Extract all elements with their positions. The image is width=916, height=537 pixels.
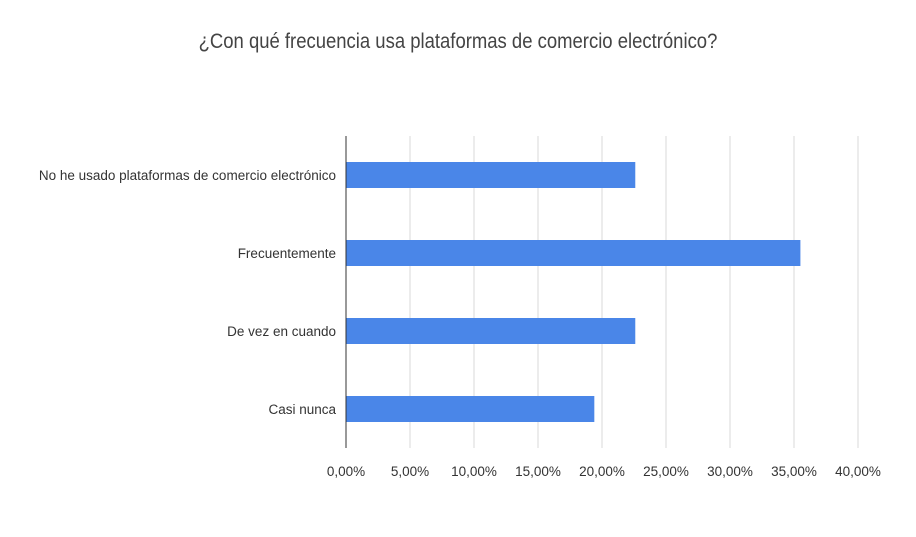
bar xyxy=(346,318,636,344)
chart-title: ¿Con qué frecuencia usa plataformas de c… xyxy=(198,30,718,53)
x-tick-label: 5,00% xyxy=(391,464,429,479)
x-tick-label: 10,00% xyxy=(451,464,497,479)
category-labels: No he usado plataformas de comercio elec… xyxy=(39,168,337,417)
x-tick-label: 25,00% xyxy=(643,464,689,479)
category-label: No he usado plataformas de comercio elec… xyxy=(39,168,336,183)
x-tick-label: 30,00% xyxy=(707,464,753,479)
bar xyxy=(346,396,595,422)
category-label: Casi nunca xyxy=(268,402,336,417)
tick-labels: 0,00% 5,00% 10,00% 15,00% 20,00% 25,00% 30,00%… xyxy=(327,464,881,479)
bar xyxy=(346,240,801,266)
bar xyxy=(346,162,636,188)
category-label: De vez en cuando xyxy=(227,324,336,339)
x-tick-label: 40,00% xyxy=(835,464,881,479)
x-tick-label: 35,00% xyxy=(771,464,817,479)
x-tick-label: 15,00% xyxy=(515,464,561,479)
bar-layer xyxy=(346,162,801,422)
x-tick-label: 20,00% xyxy=(579,464,625,479)
x-tick-label: 0,00% xyxy=(327,464,365,479)
category-label: Frecuentemente xyxy=(238,246,336,261)
